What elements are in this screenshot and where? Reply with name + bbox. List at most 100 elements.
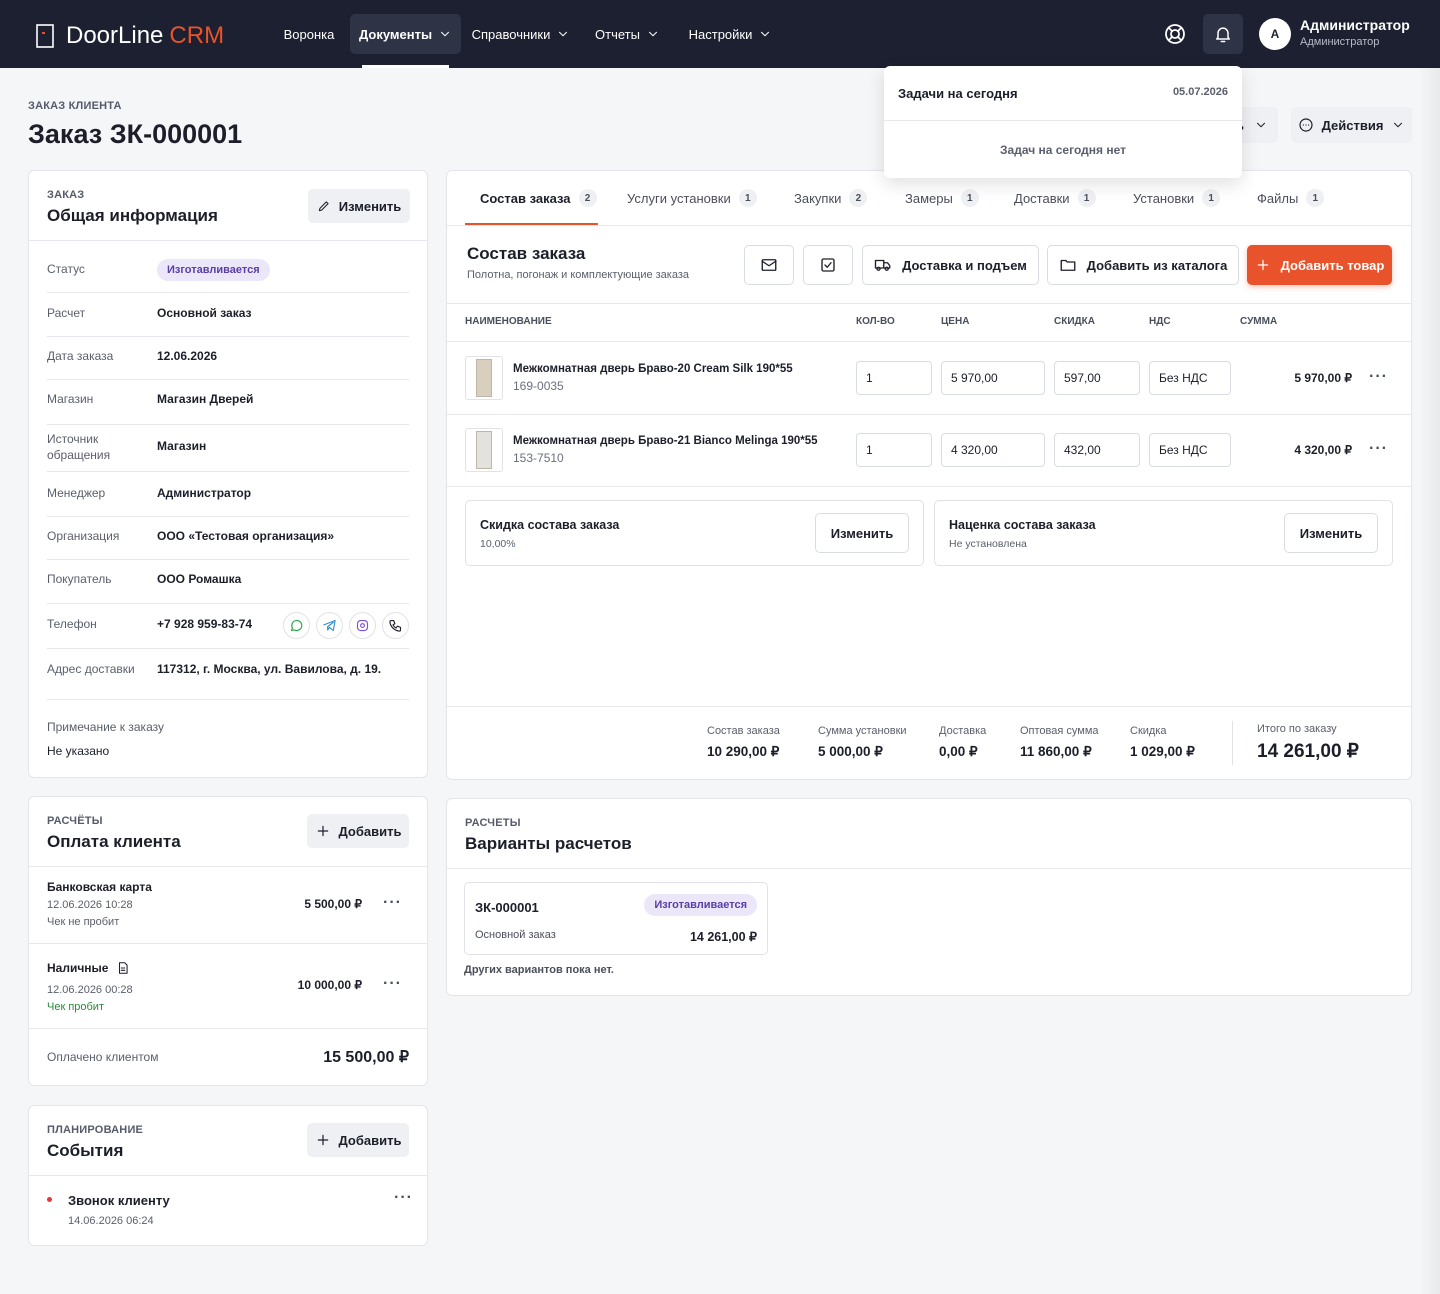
total-value: 5 000,00 ₽ [818, 744, 883, 759]
icon-svg [317, 825, 328, 837]
icon [874, 256, 892, 274]
contact-icon[interactable] [316, 612, 343, 639]
card-button[interactable]: Изменить [308, 189, 410, 223]
row-input-vat[interactable] [1149, 433, 1231, 467]
nav-item[interactable]: Отчеты [588, 14, 667, 54]
payment-amount: 10 000,00 ₽ [297, 978, 362, 992]
variants-card: РАСЧЕТЫ Варианты расчетов ЗК-000001 Изготав… [446, 798, 1412, 996]
divider [47, 335, 409, 337]
box-title: Наценка состава заказа [949, 518, 1096, 532]
card-button[interactable]: Добавить [307, 814, 409, 848]
total-value: 15 500,00 ₽ [323, 1049, 409, 1066]
tab[interactable]: Файлы 1 [1257, 189, 1325, 207]
field-label: Расчет [47, 306, 86, 320]
nav-item[interactable]: Настройки [677, 14, 784, 54]
icon-svg [1216, 27, 1230, 43]
tab[interactable]: Услуги установки 1 [627, 189, 757, 207]
row-input-discount[interactable] [1054, 433, 1140, 467]
icon-svg [318, 201, 329, 212]
contact-icon[interactable] [382, 612, 409, 639]
icon-svg [389, 619, 402, 632]
more-button[interactable]: ··· [394, 1189, 413, 1206]
product-thumb [465, 428, 503, 472]
summary-box: Наценка состава заказа Не установлена Изме… [934, 500, 1393, 566]
icon-path [761, 260, 777, 267]
product-sku: 153-7510 [513, 451, 564, 465]
events-card: ПЛАНИРОВАНИЕ События Добавить Звонок клиент… [28, 1105, 428, 1246]
tab[interactable]: Закупки 2 [794, 189, 868, 207]
add-product-button[interactable]: Добавить товар [1247, 245, 1392, 285]
icon [315, 1132, 331, 1148]
icon-path [648, 31, 657, 37]
icon-path [323, 619, 336, 632]
total-label: Скидка [1130, 725, 1167, 737]
tab[interactable]: Доставки 1 [1014, 189, 1096, 207]
nav-item[interactable]: Документы [350, 14, 461, 68]
tab[interactable]: Замеры 1 [905, 189, 979, 207]
row-input-price[interactable] [941, 433, 1045, 467]
nav-item[interactable]: Справочники [464, 14, 578, 54]
payments-card: РАСЧЁТЫ Оплата клиента Добавить Банковская … [28, 796, 428, 1086]
tab-label: Установки [1133, 190, 1195, 206]
icon-svg [1256, 122, 1266, 128]
row-input-qty[interactable] [856, 361, 932, 395]
divider [47, 292, 409, 293]
payment-date: 12.06.2026 00:28 [47, 984, 133, 996]
box-button[interactable]: Изменить [1284, 513, 1378, 553]
actions-button[interactable]: Действия [1291, 107, 1412, 143]
door-image [476, 359, 492, 397]
help-icon[interactable] [1163, 22, 1187, 51]
nav-item[interactable]: Воронка [269, 14, 349, 54]
icon-svg [441, 31, 450, 37]
icon-circle [1298, 118, 1313, 132]
box-button[interactable]: Изменить [815, 513, 909, 553]
tab[interactable]: Состав заказа 2 [480, 189, 597, 207]
icon-path [318, 201, 329, 212]
variant-card[interactable]: ЗК-000001 Изготавливается Основной заказ 14… [464, 882, 768, 955]
top-bar: DoorLine CRM Воронка Документы Справочники От… [0, 0, 1440, 68]
contact-icon[interactable] [349, 612, 376, 639]
email-button[interactable] [744, 245, 794, 285]
icon-svg [821, 258, 835, 272]
toolbar-button[interactable]: Добавить из каталога [1047, 245, 1239, 285]
method-name: Наличные [47, 961, 109, 975]
notification-button[interactable] [1203, 14, 1243, 54]
contact-icon[interactable] [283, 612, 310, 639]
field-value: ООО Ромашка [157, 572, 242, 586]
popup-empty: Задач на сегодня нет [1000, 143, 1126, 157]
event-dot [47, 1197, 52, 1202]
divider [47, 647, 409, 649]
nav-label: Документы [358, 26, 433, 42]
icon-path [441, 31, 450, 37]
divider [47, 423, 409, 425]
row-input-qty[interactable] [856, 433, 932, 467]
tab[interactable]: Установки 1 [1133, 189, 1221, 207]
row-input-price[interactable] [941, 361, 1045, 395]
icon-svg [648, 31, 657, 37]
page-title: Заказ ЗК-000001 [28, 119, 243, 149]
card-button[interactable]: Добавить [307, 1123, 409, 1157]
more-button[interactable]: ··· [383, 894, 402, 911]
tab-count: 1 [960, 189, 979, 207]
toolbar-button[interactable]: Доставка и подъем [862, 245, 1039, 285]
more-button[interactable]: ··· [1369, 368, 1388, 385]
row-input-vat[interactable] [1149, 361, 1231, 395]
column-header: СКИДКА [1054, 316, 1095, 327]
logo: DoorLine CRM [66, 22, 224, 50]
note-value: Не указано [47, 744, 110, 758]
variant-label: Основной заказ [475, 929, 556, 941]
icon-circle [876, 266, 881, 271]
field-label: Телефон [47, 617, 97, 631]
row-input-discount[interactable] [1054, 361, 1140, 395]
column-header: КОЛ-ВО [856, 316, 895, 327]
icon-circle [1165, 24, 1185, 44]
task-button[interactable] [803, 245, 853, 285]
field-value: Основной заказ [157, 306, 252, 320]
icon-path [761, 31, 770, 37]
more-button[interactable]: ··· [1369, 440, 1388, 457]
column-header: ЦЕНА [941, 316, 970, 327]
icon-svg [290, 619, 303, 632]
more-button[interactable]: ··· [383, 975, 402, 992]
button-label: Действия [1321, 117, 1384, 133]
